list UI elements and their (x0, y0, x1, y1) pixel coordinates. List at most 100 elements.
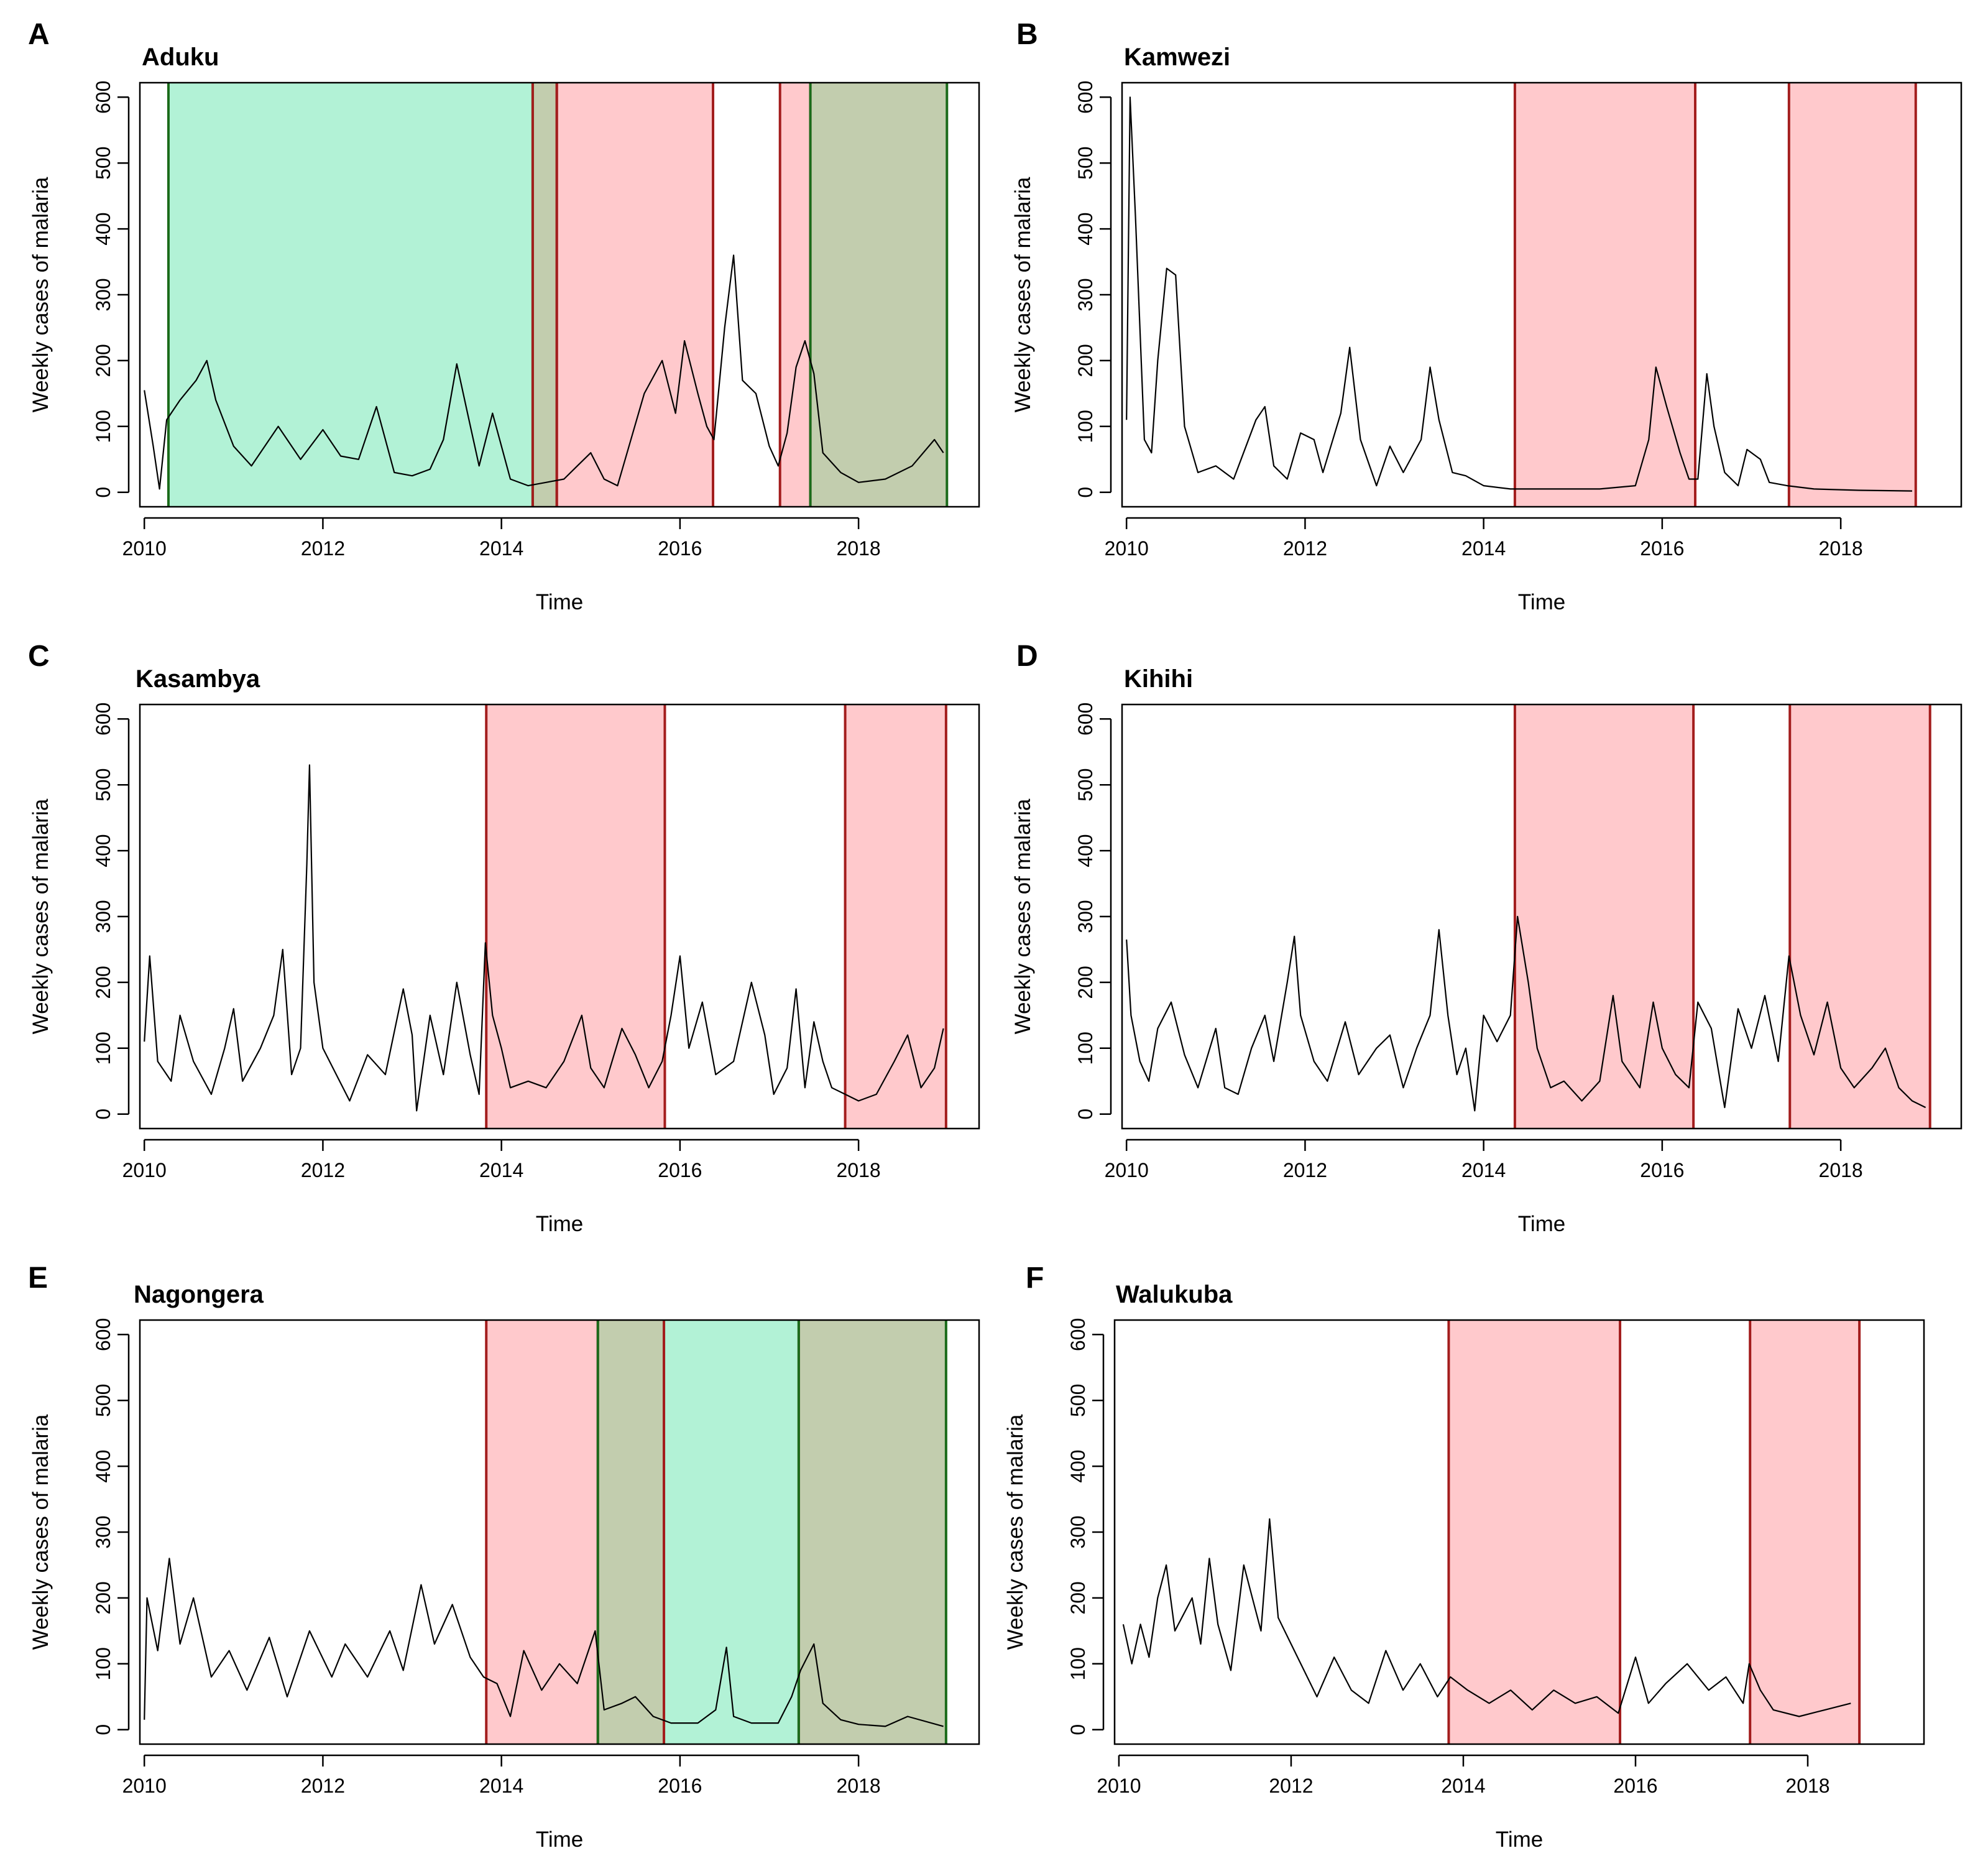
x-tick-label: 2016 (1613, 1775, 1657, 1797)
x-tick-label: 2014 (479, 1775, 523, 1797)
y-axis-title: Weekly cases of malaria (29, 1414, 53, 1650)
shaded-region-red (1514, 704, 1694, 1129)
panel-letter: B (1016, 18, 1038, 51)
panel-title: Kamwezi (1124, 44, 1230, 71)
panel-e: 2010 2012 2014 2016 2018 0 100 200 300 400 500 600 T… (28, 1262, 980, 1852)
y-tick-label: 400 (1074, 834, 1097, 867)
y-tick-label: 200 (92, 344, 114, 377)
y-tick-label: 500 (1074, 769, 1097, 801)
y-tick-label: 200 (92, 1581, 114, 1614)
y-axis-title: Weekly cases of malaria (29, 798, 53, 1034)
malaria-series-line (1126, 915, 1926, 1112)
panel-a: 2010 2012 2014 2016 2018 0 100 200 300 400 500 600 T… (28, 18, 980, 614)
shaded-region-red (845, 704, 946, 1129)
y-tick-label: 0 (92, 487, 114, 498)
plot-frame (1121, 703, 1963, 1130)
y-tick-label: 400 (92, 834, 114, 867)
x-tick-label: 2016 (658, 537, 702, 560)
x-tick-label: 2010 (1097, 1775, 1141, 1797)
y-tick-label: 400 (1067, 1449, 1089, 1482)
x-axis-title: Time (536, 590, 583, 614)
panel-letter: A (28, 18, 50, 51)
panel-title: Kasambya (136, 665, 260, 693)
x-tick-label: 2012 (1283, 537, 1327, 560)
y-tick-label: 600 (92, 703, 114, 736)
shaded-region-olive (532, 83, 557, 507)
x-tick-label: 2012 (301, 1775, 345, 1797)
y-tick-label: 600 (1067, 1318, 1089, 1351)
y-tick-label: 400 (92, 212, 114, 245)
plot-frame (139, 81, 980, 508)
x-tick-label: 2012 (301, 1159, 345, 1181)
x-tick-label: 2012 (1283, 1159, 1327, 1181)
panel-letter: D (1016, 640, 1038, 673)
x-tick-label: 2018 (1819, 1159, 1863, 1181)
y-tick-label: 100 (1067, 1647, 1089, 1680)
y-tick-label: 200 (1074, 344, 1097, 377)
shaded-region-red (1448, 1320, 1621, 1744)
x-tick-label: 2018 (837, 1159, 881, 1181)
y-tick-label: 500 (92, 147, 114, 180)
y-tick-label: 0 (92, 1109, 114, 1120)
shaded-region-red (1788, 83, 1916, 507)
panel-letter: E (28, 1262, 48, 1295)
malaria-series-line (144, 764, 944, 1112)
y-tick-label: 500 (92, 1384, 114, 1417)
x-tick-label: 2018 (1785, 1775, 1829, 1797)
x-tick-label: 2010 (1105, 537, 1149, 560)
y-tick-label: 600 (1074, 81, 1097, 114)
x-tick-label: 2014 (479, 1159, 523, 1181)
x-axis-title: Time (536, 1827, 583, 1852)
panel-title: Walukuba (1116, 1281, 1233, 1308)
y-axis-title: Weekly cases of malaria (1011, 177, 1035, 412)
panel-title: Nagongera (134, 1281, 264, 1308)
x-tick-label: 2016 (658, 1159, 702, 1181)
shaded-region-red (1514, 83, 1696, 507)
y-tick-label: 300 (1074, 900, 1097, 933)
x-tick-label: 2012 (301, 537, 345, 560)
x-tick-label: 2016 (658, 1775, 702, 1797)
x-tick-label: 2010 (1105, 1159, 1149, 1181)
plot-frame (139, 1319, 980, 1745)
y-tick-label: 200 (1067, 1581, 1089, 1614)
x-tick-label: 2014 (1441, 1775, 1485, 1797)
y-tick-label: 500 (1074, 147, 1097, 180)
y-axis-title: Weekly cases of malaria (29, 177, 53, 412)
malaria-series-line (144, 254, 944, 490)
x-axis-title: Time (1496, 1827, 1543, 1852)
x-axis-title: Time (1518, 590, 1565, 614)
panel-title: Aduku (142, 44, 219, 71)
malaria-series-line (1122, 1518, 1851, 1717)
y-axis-title: Weekly cases of malaria (1011, 798, 1035, 1034)
x-axis-title: Time (536, 1212, 583, 1236)
panel-title: Kihihi (1124, 665, 1193, 693)
panel-c: 2010 2012 2014 2016 2018 0 100 200 300 400 500 600 T… (28, 640, 980, 1236)
y-tick-label: 0 (1074, 1109, 1097, 1120)
shaded-region-olive (798, 1320, 946, 1744)
shaded-region-olive (597, 1320, 665, 1744)
y-tick-label: 300 (92, 278, 114, 311)
y-tick-label: 100 (92, 1647, 114, 1680)
shaded-region-red (1790, 704, 1930, 1129)
shaded-region-red (486, 1320, 598, 1744)
shaded-region-green (664, 1320, 799, 1744)
y-tick-label: 200 (92, 966, 114, 999)
y-tick-label: 100 (1074, 410, 1097, 443)
x-tick-label: 2010 (122, 537, 167, 560)
panel-b: 2010 2012 2014 2016 2018 0 100 200 300 400 500 600 T… (1011, 18, 1963, 614)
plot-frame (139, 703, 980, 1130)
x-tick-label: 2010 (122, 1775, 167, 1797)
x-tick-label: 2018 (837, 537, 881, 560)
plot-frame (1113, 1319, 1925, 1745)
shaded-region-red (486, 704, 665, 1129)
malaria-series-line (144, 1558, 944, 1727)
x-tick-label: 2014 (479, 537, 523, 560)
y-axis-title: Weekly cases of malaria (1003, 1414, 1028, 1650)
y-tick-label: 600 (1074, 703, 1097, 736)
shaded-region-red (556, 83, 714, 507)
x-tick-label: 2014 (1461, 1159, 1506, 1181)
panel-letter: C (28, 640, 50, 673)
y-tick-label: 600 (92, 81, 114, 114)
x-tick-label: 2018 (1819, 537, 1863, 560)
